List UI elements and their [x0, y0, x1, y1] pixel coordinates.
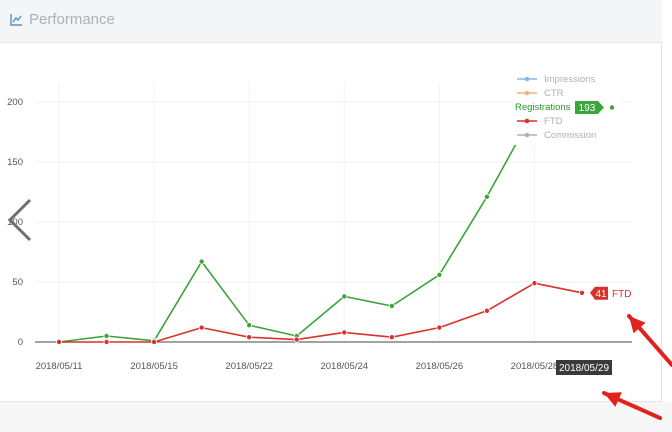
previous-chevron-icon[interactable]	[6, 198, 34, 242]
legend-item-commission: Commission	[544, 130, 596, 141]
line-chart-icon	[10, 13, 23, 26]
data-point-ftd	[483, 307, 490, 314]
data-point-registrations	[198, 258, 205, 265]
x-tick-label: 2018/05/26	[416, 361, 464, 372]
chart-legend: Impressions CTR Registrations 193 FTD Commiss…	[511, 69, 621, 145]
x-tick-label: 2018/05/24	[320, 361, 368, 372]
data-point-registrations	[341, 293, 348, 300]
legend-item-impressions: Impressions	[544, 74, 595, 85]
ftd-series-label: FTD	[612, 289, 631, 300]
data-point-ftd	[388, 334, 395, 341]
chart-series	[56, 107, 586, 345]
y-tick-label: 150	[7, 157, 23, 168]
data-point-registrations	[483, 193, 490, 200]
data-point-ftd	[293, 336, 300, 343]
hover-date-text: 2018/05/29	[559, 363, 609, 374]
data-point-registrations	[246, 322, 253, 329]
data-point-ftd	[341, 329, 348, 336]
registrations-value-badge	[575, 101, 598, 114]
panel-header: Performance	[0, 0, 662, 43]
legend-swatch-dot	[524, 118, 530, 124]
data-point-ftd	[198, 324, 205, 331]
performance-chart: 0 50 100 150 200 2018/05/11 2018/05/15 2018/05/…	[7, 69, 632, 375]
panel-title-text: Performance	[29, 11, 115, 28]
data-point-registrations	[436, 271, 443, 278]
data-point-ftd	[531, 280, 538, 287]
legend-item-ftd: FTD	[544, 116, 563, 127]
chart-grid	[35, 82, 632, 342]
legend-item-ctr: CTR	[544, 88, 564, 99]
y-tick-label: 50	[12, 277, 23, 288]
chart-axes: 0 50 100 150 200 2018/05/11 2018/05/15 2018/05/…	[7, 97, 632, 372]
legend-swatch-dot	[524, 132, 530, 138]
data-point-ftd	[56, 338, 63, 345]
data-point-registrations	[388, 302, 395, 309]
hover-date-tooltip	[556, 360, 612, 375]
x-tick-label: 2018/05/22	[225, 361, 273, 372]
data-point-registrations	[103, 332, 110, 339]
y-tick-label: 100	[7, 217, 23, 228]
y-tick-label: 0	[18, 337, 23, 348]
data-point-ftd	[579, 289, 586, 296]
data-point-ftd	[246, 334, 253, 341]
ftd-value-badge	[590, 286, 608, 300]
data-point-ftd	[103, 338, 110, 345]
chart-callouts: 41 FTD 2018/05/29	[556, 286, 631, 375]
x-tick-label: 2018/05/15	[130, 361, 178, 372]
data-point-ftd	[151, 338, 158, 345]
series-line-registrations	[58, 109, 582, 343]
y-tick-label: 200	[7, 97, 23, 108]
legend-swatch-dot	[524, 90, 530, 96]
panel-footer-area	[0, 402, 672, 432]
x-tick-label: 2018/05/28	[511, 361, 559, 372]
panel-title: Performance	[10, 11, 115, 28]
legend-swatch-dot	[524, 76, 530, 82]
series-line-ftd	[59, 282, 583, 343]
legend-item-registrations: Registrations	[515, 102, 571, 113]
data-point-ftd	[436, 324, 443, 331]
x-tick-label: 2018/05/11	[36, 361, 83, 372]
ftd-value-text: 41	[595, 289, 607, 300]
registrations-value-text: 193	[579, 103, 596, 114]
